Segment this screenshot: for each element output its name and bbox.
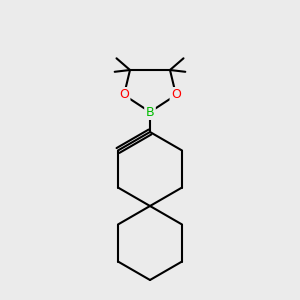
Text: O: O <box>171 88 181 101</box>
Text: O: O <box>119 88 129 101</box>
Text: B: B <box>146 106 154 118</box>
